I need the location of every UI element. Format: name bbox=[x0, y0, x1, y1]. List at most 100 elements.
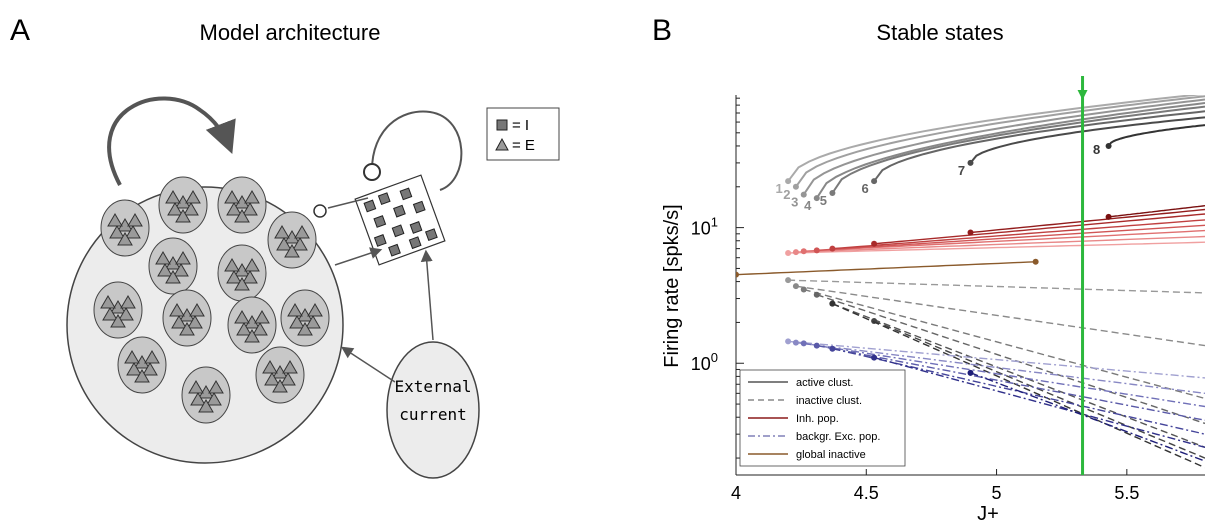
y-tick-label: 100 bbox=[691, 350, 718, 374]
series-start-dot bbox=[967, 159, 974, 166]
series-line-inactive bbox=[816, 294, 1205, 425]
inhibitory-self-loop bbox=[371, 110, 463, 191]
cluster-8 bbox=[162, 289, 212, 347]
inhibition-terminal bbox=[313, 204, 327, 218]
cluster-13 bbox=[255, 346, 305, 404]
plot-clip-group bbox=[736, 95, 1205, 469]
series-start-dot bbox=[800, 286, 807, 293]
inhibitory-self-loop-end bbox=[363, 163, 381, 181]
series-line-inh bbox=[803, 229, 1205, 252]
cluster-12 bbox=[181, 366, 231, 424]
cluster-6 bbox=[267, 211, 317, 269]
cluster-3 bbox=[217, 176, 267, 234]
series-start-dot bbox=[785, 249, 792, 256]
series-start-dot bbox=[871, 354, 878, 361]
series-start-dot bbox=[813, 342, 820, 349]
series-start-dot bbox=[829, 300, 836, 307]
y-tick-label: 101 bbox=[691, 215, 718, 239]
cluster-number-label: 3 bbox=[791, 195, 798, 210]
series-start-dot bbox=[1105, 142, 1112, 149]
cluster-number-label: 2 bbox=[783, 187, 790, 202]
series-line-active bbox=[969, 116, 1205, 164]
series-line-inactive bbox=[795, 285, 1205, 347]
inhibition-connector bbox=[327, 197, 369, 209]
cluster-9 bbox=[227, 296, 277, 354]
legend-label: Inh. pop. bbox=[796, 413, 839, 425]
series-start-dot bbox=[813, 247, 820, 254]
series-start-dot bbox=[800, 248, 807, 255]
external-current-label-line1: External bbox=[394, 377, 471, 396]
legend-label: global inactive bbox=[796, 449, 866, 461]
series-line-global bbox=[736, 261, 1036, 276]
series-start-dot bbox=[800, 340, 807, 347]
series-start-dot bbox=[800, 191, 807, 198]
series-line-inh bbox=[816, 224, 1205, 251]
series-line-inh bbox=[795, 235, 1205, 253]
external-to-excitatory-arrow bbox=[340, 346, 396, 383]
chart-legend: active clust. inactive clust. Inh. pop. bac… bbox=[739, 369, 906, 467]
cluster-number-label: 8 bbox=[1093, 142, 1100, 157]
series-start-dot bbox=[829, 189, 836, 196]
external-current-label-line2: current bbox=[399, 405, 466, 424]
series-line-inh bbox=[874, 213, 1205, 245]
legend-excitatory-label: = E bbox=[512, 137, 535, 154]
series-line-inactive bbox=[873, 320, 1205, 459]
series-line-active bbox=[795, 95, 1205, 188]
cluster-7 bbox=[93, 281, 143, 339]
series-line-inactive bbox=[803, 288, 1205, 400]
x-tick-label: 4 bbox=[731, 483, 741, 503]
y-axis-label: Firing rate [spks/s] bbox=[661, 204, 683, 367]
series-start-dot bbox=[813, 291, 820, 298]
series-start-dot bbox=[829, 245, 836, 252]
panel-a: A Model architecture bbox=[10, 14, 560, 479]
cluster-number-label: 1 bbox=[775, 181, 782, 196]
series-line-backgr bbox=[803, 342, 1205, 408]
series-line-inactive bbox=[788, 279, 1205, 294]
series-line-active bbox=[831, 105, 1205, 194]
series-start-dot bbox=[829, 345, 836, 352]
excitatory-self-loop-arrow bbox=[107, 96, 236, 186]
series-line-active bbox=[787, 95, 1204, 182]
series-line-inh bbox=[832, 219, 1205, 250]
series-start-dot bbox=[736, 271, 739, 278]
panel-a-letter: A bbox=[10, 14, 30, 47]
panel-b-letter: B bbox=[652, 14, 672, 47]
series-start-dot bbox=[967, 369, 974, 376]
series-end-dot bbox=[1032, 258, 1039, 265]
series-line-active bbox=[873, 110, 1205, 182]
series-line-inactive bbox=[832, 303, 1205, 448]
cluster-number-label: 4 bbox=[804, 198, 812, 213]
cluster-4 bbox=[148, 237, 198, 295]
series-line-backgr bbox=[788, 340, 1205, 379]
x-tick-label: 4.5 bbox=[854, 483, 879, 503]
series-start-dot bbox=[1105, 213, 1112, 220]
cluster-5 bbox=[217, 244, 267, 302]
j-plus-marker-arrow-icon bbox=[1077, 90, 1088, 100]
series-line-backgr bbox=[970, 372, 1205, 462]
legend-label: inactive clust. bbox=[796, 395, 862, 407]
x-tick-label: 5.5 bbox=[1114, 483, 1139, 503]
series-start-dot bbox=[967, 229, 974, 236]
cluster-10 bbox=[280, 289, 330, 347]
panel-b: B Stable states Firing rate [spks/s] J+ … bbox=[652, 14, 1205, 523]
chart-title: Stable states bbox=[876, 20, 1003, 45]
external-current-ellipse bbox=[386, 341, 480, 479]
cluster-number-label: 5 bbox=[820, 193, 827, 208]
x-axis-label: J+ bbox=[977, 503, 999, 523]
series-line-active bbox=[1107, 124, 1205, 147]
legend-label: backgr. Exc. pop. bbox=[796, 431, 880, 443]
series-start-dot bbox=[813, 195, 820, 202]
series-line-backgr bbox=[795, 341, 1205, 394]
series-start-dot bbox=[785, 338, 792, 345]
cluster-number-label: 7 bbox=[958, 163, 965, 178]
series-line-backgr bbox=[816, 344, 1205, 421]
series-start-dot bbox=[792, 183, 799, 190]
series-start-dot bbox=[785, 178, 792, 185]
panel-a-title: Model architecture bbox=[200, 20, 381, 45]
cluster-number-label: 6 bbox=[861, 181, 868, 196]
series-line-inh bbox=[1108, 205, 1205, 218]
series-line-inh bbox=[788, 241, 1205, 254]
excitatory-triangle-icon bbox=[495, 137, 509, 151]
series-start-dot bbox=[792, 249, 799, 256]
